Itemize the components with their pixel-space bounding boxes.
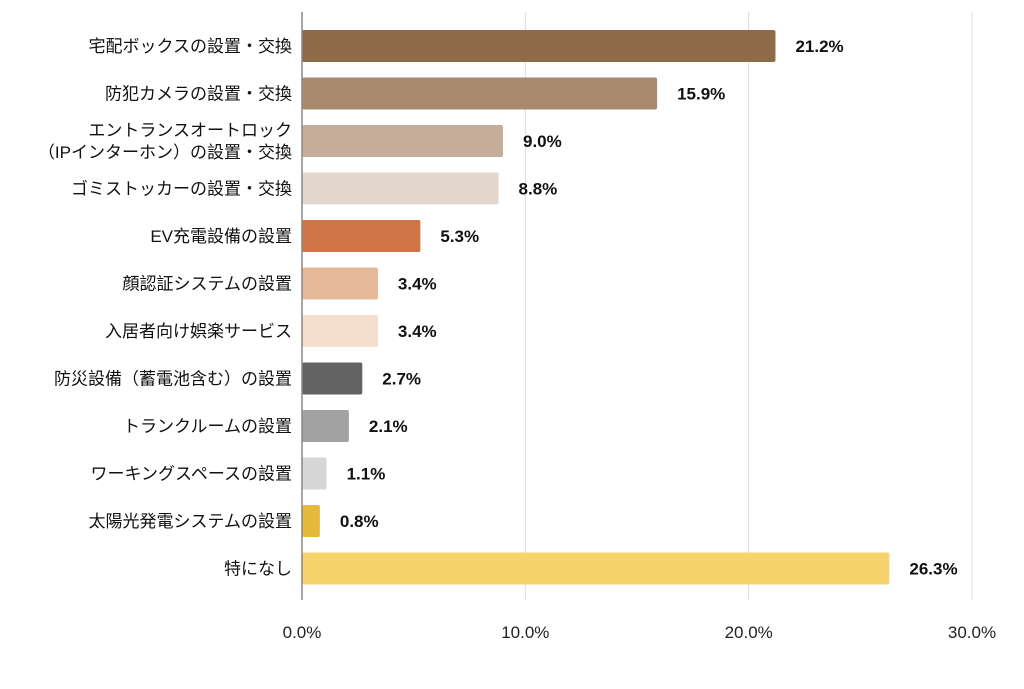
bar (302, 125, 503, 157)
gridlines (524, 12, 973, 600)
bar (302, 552, 890, 585)
category-label: （IPインターホン）の設置・交換 (38, 143, 292, 162)
bar (302, 362, 363, 395)
bar (302, 30, 776, 62)
bar (302, 220, 421, 252)
bars (302, 30, 890, 585)
bar (302, 172, 499, 205)
value-label: 8.8% (519, 180, 558, 199)
bar (302, 77, 658, 110)
category-label: 防災設備（蓄電池含む）の設置 (54, 370, 292, 389)
x-tick-label: 10.0% (501, 623, 549, 642)
value-label: 1.1% (347, 465, 386, 484)
bar (302, 315, 378, 347)
x-tick-label: 20.0% (725, 623, 773, 642)
category-label: ワーキングスペースの設置 (91, 465, 292, 484)
value-label: 26.3% (909, 560, 957, 579)
category-label: 防犯カメラの設置・交換 (105, 85, 292, 104)
value-label: 3.4% (398, 275, 437, 294)
value-label: 2.7% (382, 370, 421, 389)
value-label: 5.3% (440, 227, 479, 246)
value-labels: 21.2% 15.9% 9.0% 8.8% 5.3% 3.4% 3.4% 2.7% 2.1% 1.… (340, 37, 958, 579)
category-label: ゴミストッカーの設置・交換 (71, 179, 292, 199)
bar (302, 457, 327, 490)
value-label: 0.8% (340, 512, 379, 531)
x-axis-tick-labels: 0.0% 10.0% 20.0% 30.0% (283, 623, 996, 642)
value-label: 15.9% (677, 85, 725, 104)
value-label: 2.1% (369, 417, 408, 436)
category-label: エントランスオートロック (88, 121, 292, 140)
category-label: トランクルームの設置 (123, 417, 292, 436)
category-label: 入居者向け娯楽サービス (105, 322, 292, 341)
category-label: 特になし (224, 560, 292, 579)
category-label: 宅配ボックスの設置・交換 (89, 37, 293, 56)
x-tick-label: 0.0% (283, 623, 322, 642)
value-label: 21.2% (795, 37, 843, 56)
value-label: 3.4% (398, 322, 437, 341)
category-label: 顔認証システムの設置 (123, 275, 293, 294)
x-tick-label: 30.0% (948, 623, 996, 642)
bar (302, 410, 349, 442)
bar (302, 505, 320, 537)
value-label: 9.0% (523, 132, 562, 151)
category-label: EV充電設備の設置 (150, 227, 292, 246)
bar (302, 267, 378, 300)
category-label: 太陽光発電システムの設置 (89, 512, 293, 531)
